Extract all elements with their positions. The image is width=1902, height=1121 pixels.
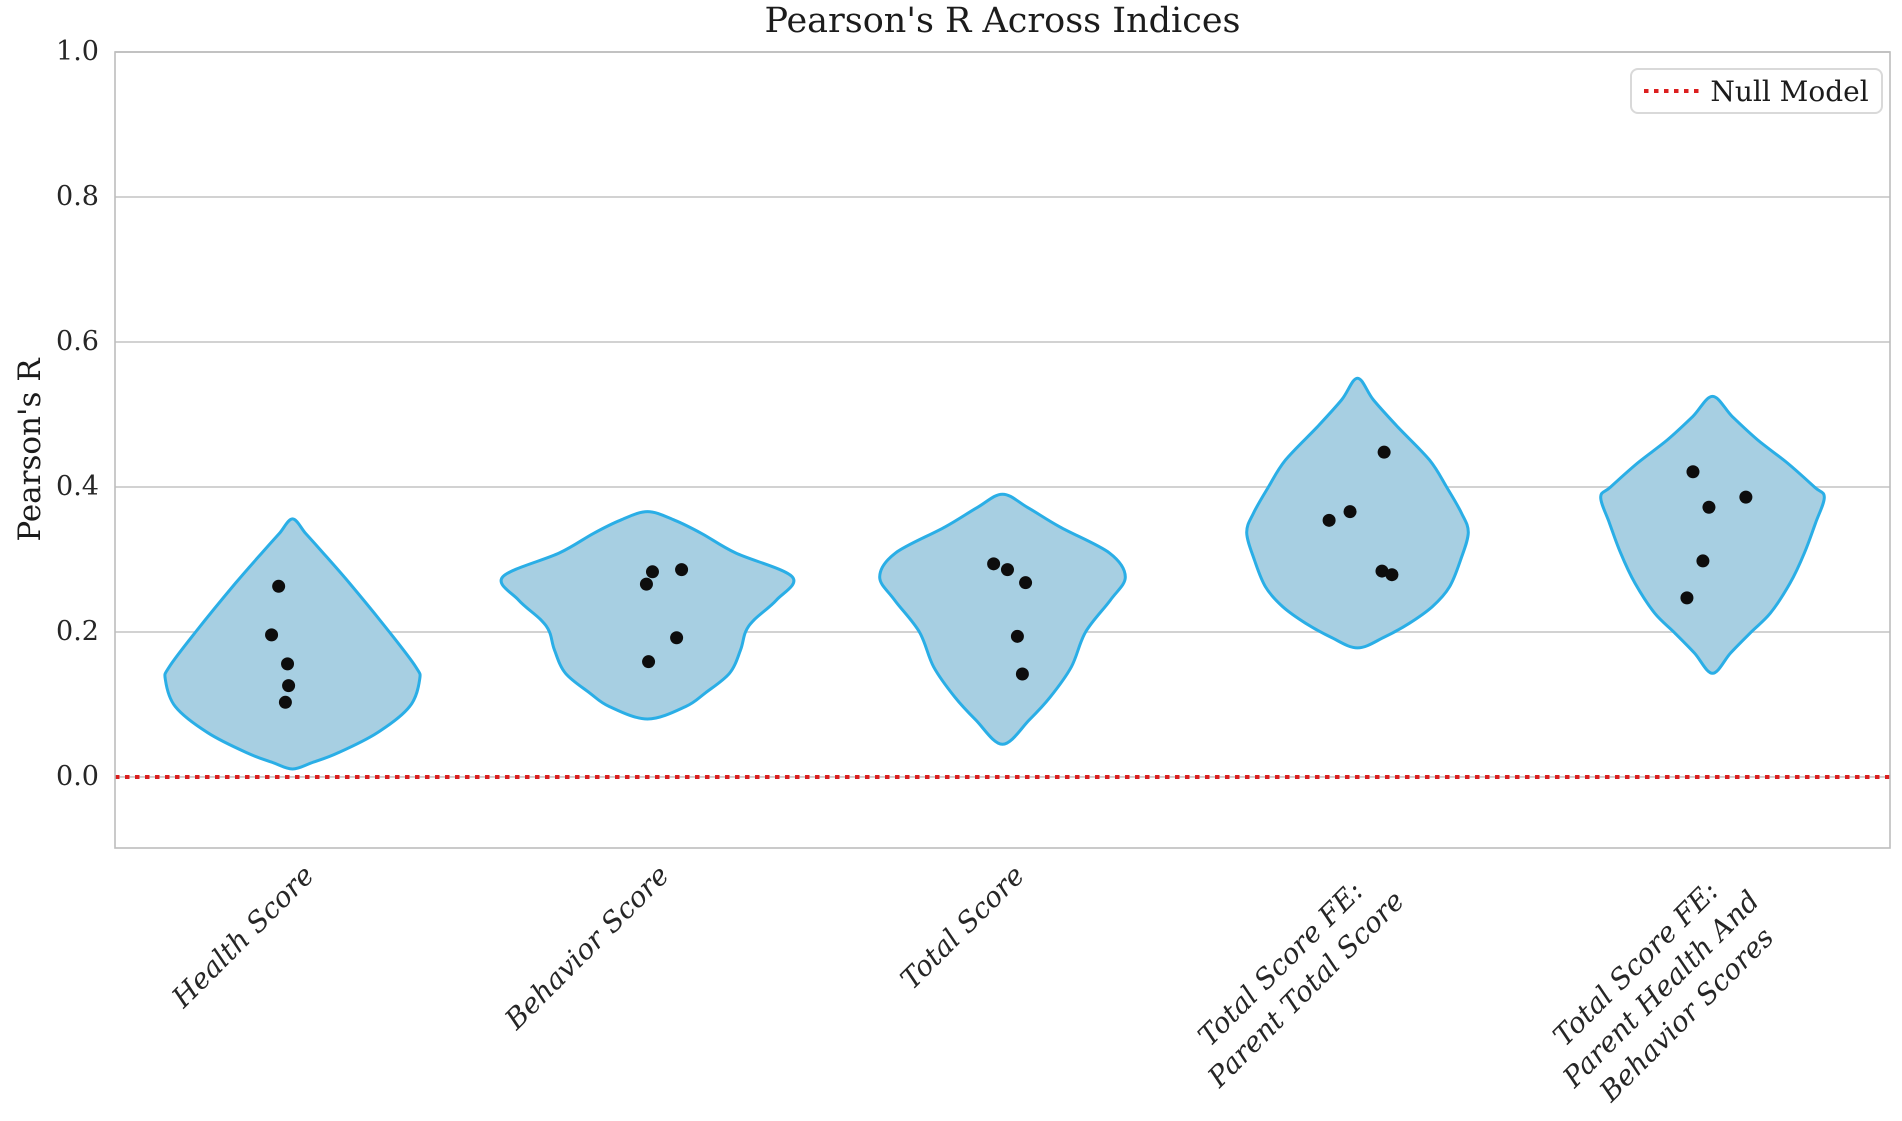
data-point-health-score — [282, 679, 296, 693]
data-point-behavior-score — [675, 563, 689, 577]
violin-health-score — [163, 517, 422, 771]
data-point-behavior-score — [642, 655, 656, 669]
data-point-total-score — [1000, 563, 1014, 577]
null-model-dotted-line-icon — [1644, 89, 1702, 93]
plot-area — [114, 51, 1891, 849]
data-point-total-score-fe-parent-total-score — [1375, 564, 1389, 578]
y-axis-label: Pearson's R — [12, 358, 48, 542]
y-tick-label: 1.0 — [56, 36, 99, 67]
data-point-behavior-score — [639, 577, 653, 591]
data-point-total-score — [1010, 629, 1024, 643]
y-tick-label: 0.2 — [56, 615, 99, 647]
data-point-health-score — [278, 695, 292, 709]
chart-title: Pearson's R Across Indices — [764, 1, 1241, 41]
data-point-total-score-fe-parent-total-score — [1385, 568, 1399, 582]
data-point-total-score-fe-parent-health-and-behavior-scores — [1680, 591, 1694, 605]
data-point-health-score — [272, 579, 286, 593]
data-point-total-score-fe-parent-total-score — [1343, 505, 1357, 519]
violin-total-score — [878, 492, 1127, 746]
y-tick-label: 0.0 — [56, 760, 99, 792]
data-point-total-score — [1015, 667, 1029, 681]
violin-behavior-score — [499, 510, 796, 721]
axes-frame — [114, 51, 1891, 849]
y-tick-label: 0.4 — [56, 470, 99, 502]
data-point-health-score — [281, 657, 295, 671]
violin-total-score-fe-parent-total-score — [1245, 376, 1470, 650]
data-point-behavior-score — [645, 565, 659, 579]
y-tick-label: 0.8 — [56, 180, 99, 212]
data-point-total-score-fe-parent-health-and-behavior-scores — [1696, 554, 1710, 568]
y-tick-label: 0.6 — [56, 325, 99, 357]
data-point-total-score-fe-parent-total-score — [1322, 513, 1336, 527]
data-point-health-score — [265, 628, 279, 642]
legend: Null Model — [1630, 68, 1883, 114]
data-point-total-score-fe-parent-health-and-behavior-scores — [1739, 490, 1753, 504]
data-point-total-score-fe-parent-total-score — [1377, 445, 1391, 459]
data-point-total-score — [987, 557, 1001, 571]
data-point-behavior-score — [670, 631, 684, 645]
violin-total-score-fe-parent-health-and-behavior-scores — [1599, 394, 1826, 675]
data-point-total-score-fe-parent-health-and-behavior-scores — [1702, 500, 1716, 514]
data-point-total-score-fe-parent-health-and-behavior-scores — [1686, 465, 1700, 479]
legend-null-model-label: Null Model — [1710, 74, 1869, 108]
data-point-total-score — [1019, 576, 1033, 590]
